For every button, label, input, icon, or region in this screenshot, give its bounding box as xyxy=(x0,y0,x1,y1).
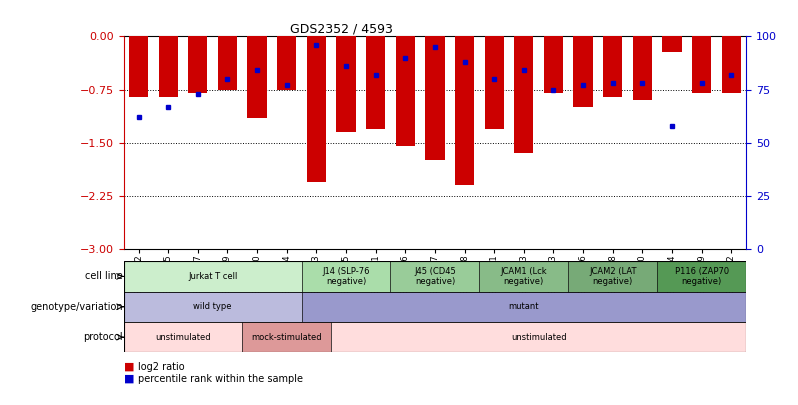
Bar xyxy=(484,36,504,129)
Bar xyxy=(455,36,474,185)
Bar xyxy=(658,261,746,292)
Bar xyxy=(124,322,243,352)
Bar xyxy=(128,36,148,97)
Bar xyxy=(574,36,593,107)
Bar xyxy=(277,36,296,90)
Text: mutant: mutant xyxy=(508,302,539,311)
Text: P116 (ZAP70
negative): P116 (ZAP70 negative) xyxy=(674,267,729,286)
Text: genotype/variation: genotype/variation xyxy=(30,302,123,312)
Title: GDS2352 / 4593: GDS2352 / 4593 xyxy=(290,22,393,35)
Text: wild type: wild type xyxy=(193,302,232,311)
Bar xyxy=(514,36,533,153)
Bar xyxy=(633,36,652,100)
Text: J45 (CD45
negative): J45 (CD45 negative) xyxy=(414,267,456,286)
Text: JCAM1 (Lck
negative): JCAM1 (Lck negative) xyxy=(500,267,547,286)
Bar xyxy=(336,36,356,132)
Text: mock-stimulated: mock-stimulated xyxy=(251,333,322,342)
Bar xyxy=(366,36,385,129)
Bar xyxy=(721,36,741,93)
Bar xyxy=(124,292,302,322)
Bar xyxy=(390,261,480,292)
Text: unstimulated: unstimulated xyxy=(511,333,567,342)
Bar xyxy=(188,36,207,93)
Bar xyxy=(331,322,746,352)
Text: ■: ■ xyxy=(124,362,134,371)
Text: log2 ratio: log2 ratio xyxy=(138,362,184,371)
Text: protocol: protocol xyxy=(84,332,123,342)
Bar xyxy=(247,36,267,118)
Text: percentile rank within the sample: percentile rank within the sample xyxy=(138,374,303,384)
Bar xyxy=(306,36,326,182)
Bar xyxy=(544,36,563,93)
Bar xyxy=(302,292,746,322)
Bar xyxy=(396,36,415,146)
Bar xyxy=(662,36,681,52)
Text: J14 (SLP-76
negative): J14 (SLP-76 negative) xyxy=(322,267,369,286)
Bar xyxy=(218,36,237,90)
Text: ■: ■ xyxy=(124,374,134,384)
Bar xyxy=(159,36,178,97)
Text: unstimulated: unstimulated xyxy=(155,333,211,342)
Bar xyxy=(425,36,444,160)
Bar xyxy=(124,261,302,292)
Bar xyxy=(692,36,711,93)
Text: cell line: cell line xyxy=(85,271,123,281)
Text: Jurkat T cell: Jurkat T cell xyxy=(188,272,237,281)
Bar xyxy=(568,261,658,292)
Bar xyxy=(243,322,331,352)
Bar xyxy=(302,261,390,292)
Bar xyxy=(480,261,568,292)
Text: JCAM2 (LAT
negative): JCAM2 (LAT negative) xyxy=(589,267,637,286)
Bar xyxy=(603,36,622,97)
